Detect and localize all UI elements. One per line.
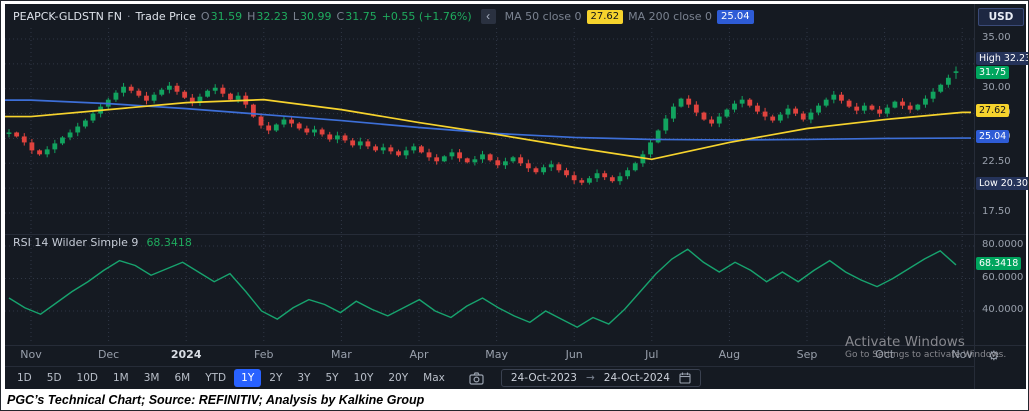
range-button-1d[interactable]: 1D xyxy=(10,369,39,387)
time-axis-label: Dec xyxy=(86,348,132,361)
price-axis-column[interactable]: USD 35.0032.5030.0027.5025.0022.5020.001… xyxy=(974,4,1026,389)
chart-panel: PEAPCK-GLDSTN FN · Trade Price O 31.59 H… xyxy=(5,4,1026,389)
price-tick-label: 35.00 xyxy=(982,32,1011,43)
ohlc-low: L 30.99 xyxy=(293,10,332,23)
time-axis-label: 2024 xyxy=(163,348,209,361)
camera-icon xyxy=(469,372,484,385)
time-axis-label: Aug xyxy=(706,348,752,361)
chart-caption: PGC’s Technical Chart; Source: REFINITIV… xyxy=(7,393,424,407)
legend-dot: · xyxy=(127,10,131,23)
range-button-10d[interactable]: 10D xyxy=(70,369,105,387)
range-button-3y[interactable]: 3Y xyxy=(290,369,317,387)
date-from[interactable]: 24-Oct-2023 xyxy=(511,372,577,384)
date-to[interactable]: 24-Oct-2024 xyxy=(604,372,670,384)
price-pane-chart[interactable] xyxy=(5,28,974,234)
range-button-10y[interactable]: 10Y xyxy=(347,369,381,387)
range-button-group: 1D5D10D1M3M6MYTD1Y2Y3Y5Y10Y20YMax xyxy=(10,369,452,387)
date-range-picker[interactable]: 24-Oct-2023 → 24-Oct-2024 xyxy=(501,369,701,387)
ma50-legend-value: 27.62 xyxy=(587,10,624,24)
change-value: +0.55 (+1.76%) xyxy=(382,10,472,23)
rsi-tick-label: 60.0000 xyxy=(982,272,1023,283)
last-price-badge: 31.75 xyxy=(976,66,1009,79)
ohlc-close: C 31.75 xyxy=(337,10,377,23)
bottom-toolbar: 1D5D10D1M3M6MYTD1Y2Y3Y5Y10Y20YMax 24-Oct… xyxy=(5,366,974,389)
range-button-ytd[interactable]: YTD xyxy=(198,369,233,387)
series-name: Trade Price xyxy=(135,10,195,23)
rsi-tick-label: 40.0000 xyxy=(982,304,1023,315)
instrument-legend: PEAPCK-GLDSTN FN · Trade Price O 31.59 H… xyxy=(13,9,754,24)
time-axis-label: Sep xyxy=(784,348,830,361)
time-axis-label: Nov xyxy=(8,348,54,361)
time-axis[interactable]: NovDec2024FebMarAprMayJunJulAugSepOctNov xyxy=(5,346,974,363)
ma50-price-badge: 27.62 xyxy=(976,104,1009,117)
rsi-label[interactable]: RSI 14 Wilder Simple 9 xyxy=(13,236,138,249)
range-button-20y[interactable]: 20Y xyxy=(381,369,415,387)
period-low-badge: Low 20.30 xyxy=(976,177,1029,190)
rsi-last-value: 68.3418 xyxy=(146,236,192,249)
ohlc-high: H 32.23 xyxy=(247,10,288,23)
price-tick-label: 17.50 xyxy=(982,206,1011,217)
time-axis-label: Oct xyxy=(862,348,908,361)
calendar-icon xyxy=(679,372,691,384)
snapshot-button[interactable] xyxy=(467,370,486,387)
time-axis-label: May xyxy=(474,348,520,361)
ohlc-open: O 31.59 xyxy=(201,10,242,23)
price-tick-label: 22.50 xyxy=(982,156,1011,167)
time-axis-label: Jun xyxy=(551,348,597,361)
rsi-legend: RSI 14 Wilder Simple 9 68.3418 xyxy=(13,236,192,249)
pane-divider[interactable] xyxy=(5,234,1026,235)
rsi-tick-label: 80.0000 xyxy=(982,239,1023,250)
time-axis-label: Apr xyxy=(396,348,442,361)
range-button-1y[interactable]: 1Y xyxy=(234,369,261,387)
date-arrow-icon: → xyxy=(586,372,595,384)
rsi-value-badge: 68.3418 xyxy=(976,257,1021,270)
range-button-1m[interactable]: 1M xyxy=(106,369,136,387)
currency-selector[interactable]: USD xyxy=(978,8,1024,26)
time-axis-label: Jul xyxy=(629,348,675,361)
time-axis-label: Mar xyxy=(318,348,364,361)
time-axis-label: Feb xyxy=(241,348,287,361)
chevron-left-icon: ‹ xyxy=(486,9,490,23)
ma200-legend-label[interactable]: MA 200 close 0 xyxy=(628,10,712,23)
range-button-5y[interactable]: 5Y xyxy=(318,369,345,387)
range-button-2y[interactable]: 2Y xyxy=(262,369,289,387)
ma50-legend-label[interactable]: MA 50 close 0 xyxy=(505,10,582,23)
collapse-legend-button[interactable]: ‹ xyxy=(481,9,496,24)
settings-gear-icon[interactable]: ⚙ xyxy=(988,348,1000,364)
chart-window: PEAPCK-GLDSTN FN · Trade Price O 31.59 H… xyxy=(0,0,1029,411)
ma200-price-badge: 25.04 xyxy=(976,130,1009,143)
price-tick-label: 30.00 xyxy=(982,82,1011,93)
range-button-max[interactable]: Max xyxy=(416,369,452,387)
ma200-legend-value: 25.04 xyxy=(717,10,754,24)
range-button-6m[interactable]: 6M xyxy=(167,369,197,387)
symbol-name[interactable]: PEAPCK-GLDSTN FN xyxy=(13,10,122,23)
range-button-5d[interactable]: 5D xyxy=(40,369,69,387)
range-button-3m[interactable]: 3M xyxy=(137,369,167,387)
period-high-badge: High 32.23 xyxy=(976,52,1029,65)
